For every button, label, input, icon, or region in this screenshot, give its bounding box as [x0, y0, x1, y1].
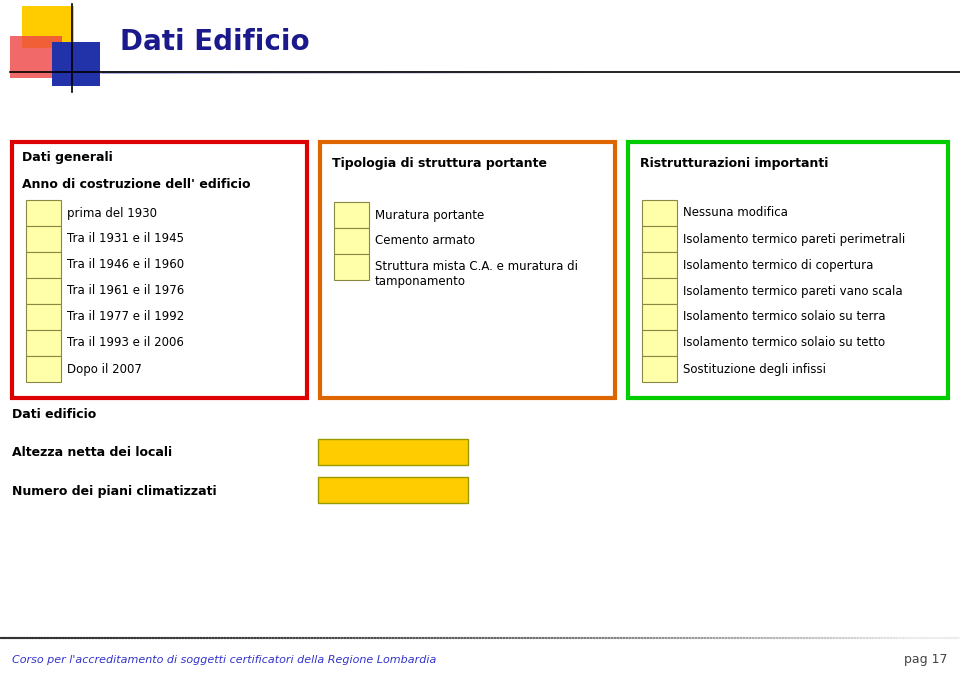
Bar	[26, 304, 61, 330]
Bar	[642, 226, 677, 252]
Text: Isolamento termico di copertura: Isolamento termico di copertura	[683, 259, 874, 271]
Text: Dati Edificio: Dati Edificio	[120, 28, 310, 56]
Bar	[642, 330, 677, 356]
Bar	[320, 142, 615, 398]
Text: tamponamento: tamponamento	[375, 275, 466, 287]
Text: Anno di costruzione dell' edificio: Anno di costruzione dell' edificio	[22, 178, 251, 191]
Text: Struttura mista C.A. e muratura di: Struttura mista C.A. e muratura di	[375, 261, 578, 273]
Text: Corso per l'accreditamento di soggetti certificatori della Regione Lombardia: Corso per l'accreditamento di soggetti c…	[12, 655, 437, 665]
Bar	[26, 226, 61, 252]
Text: Tra il 1946 e il 1960: Tra il 1946 e il 1960	[67, 259, 184, 271]
Bar	[334, 254, 369, 280]
Text: Tra il 1993 e il 2006: Tra il 1993 e il 2006	[67, 336, 184, 350]
Bar	[642, 252, 677, 278]
Text: pag 17: pag 17	[904, 654, 948, 667]
Bar	[642, 356, 677, 382]
Text: prima del 1930: prima del 1930	[67, 206, 157, 219]
Text: Muratura portante: Muratura portante	[375, 208, 484, 222]
Text: Isolamento termico pareti perimetrali: Isolamento termico pareti perimetrali	[683, 233, 905, 245]
Text: Dopo il 2007: Dopo il 2007	[67, 363, 142, 375]
Bar	[26, 252, 61, 278]
Text: Tipologia di struttura portante: Tipologia di struttura portante	[332, 157, 547, 171]
Text: Isolamento termico pareti vano scala: Isolamento termico pareti vano scala	[683, 284, 902, 298]
Bar	[52, 42, 100, 86]
Bar	[642, 304, 677, 330]
Text: Tra il 1961 e il 1976: Tra il 1961 e il 1976	[67, 284, 184, 298]
Text: Altezza netta dei locali: Altezza netta dei locali	[12, 447, 172, 459]
Text: Dati edificio: Dati edificio	[12, 408, 96, 421]
Text: Numero dei piani climatizzati: Numero dei piani climatizzati	[12, 484, 217, 498]
Bar	[26, 200, 61, 226]
Text: Isolamento termico solaio su tetto: Isolamento termico solaio su tetto	[683, 336, 885, 350]
Text: Cemento armato: Cemento armato	[375, 234, 475, 247]
Bar	[318, 477, 468, 503]
Bar	[22, 6, 74, 48]
Text: Tra il 1931 e il 1945: Tra il 1931 e il 1945	[67, 233, 184, 245]
Bar	[26, 356, 61, 382]
Bar	[10, 36, 62, 78]
Bar	[334, 202, 369, 228]
Text: Dati generali: Dati generali	[22, 152, 112, 164]
Text: Isolamento termico solaio su terra: Isolamento termico solaio su terra	[683, 310, 885, 324]
Bar	[26, 330, 61, 356]
Bar	[628, 142, 948, 398]
Bar	[334, 228, 369, 254]
Text: Sostituzione degli infissi: Sostituzione degli infissi	[683, 363, 826, 375]
Bar	[26, 278, 61, 304]
Bar	[318, 439, 468, 465]
Text: Ristrutturazioni importanti: Ristrutturazioni importanti	[640, 157, 828, 171]
Text: Tra il 1977 e il 1992: Tra il 1977 e il 1992	[67, 310, 184, 324]
Text: Nessuna modifica: Nessuna modifica	[683, 206, 788, 219]
Bar	[12, 142, 307, 398]
Bar	[642, 278, 677, 304]
Bar	[642, 200, 677, 226]
